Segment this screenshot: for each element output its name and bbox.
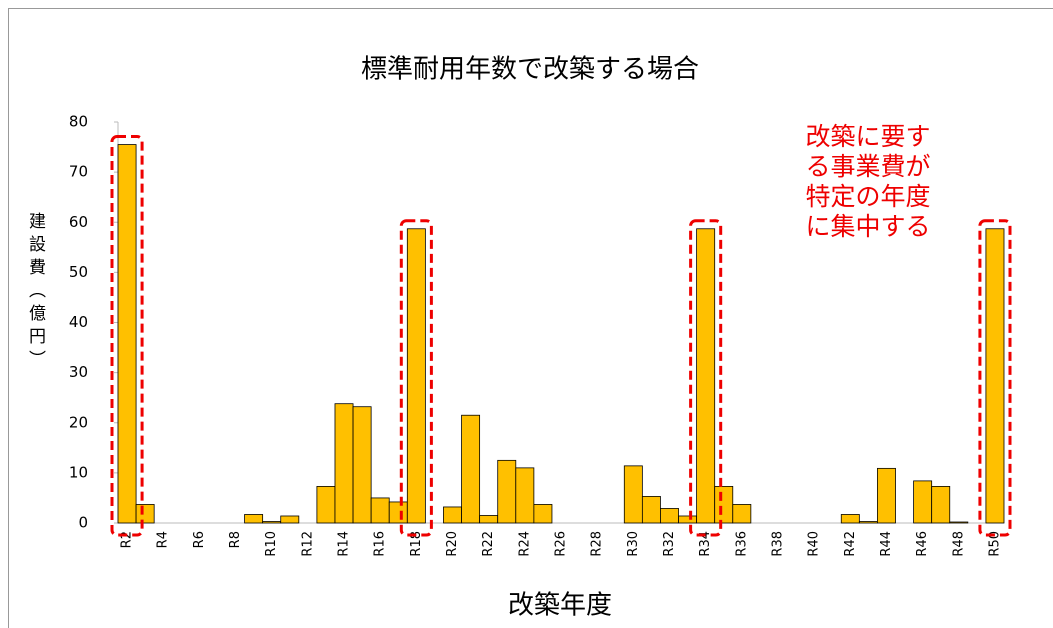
- y-axis-title: 建設費（億円）: [25, 212, 46, 373]
- y-tick-label: 50: [69, 263, 88, 281]
- y-tick-label: 10: [69, 463, 88, 481]
- x-tick-label: R38: [770, 531, 785, 557]
- x-tick-label: R46: [915, 531, 930, 557]
- chart-frame: [8, 8, 1053, 628]
- bar: [497, 459, 517, 524]
- bar: [840, 514, 860, 524]
- x-tick-label: R42: [843, 531, 858, 557]
- x-tick-label: R40: [807, 531, 822, 557]
- bar: [913, 480, 933, 524]
- bar: [696, 228, 716, 524]
- annotation: る事業費が: [805, 152, 930, 181]
- bar: [660, 508, 679, 524]
- highlight-box: [689, 219, 723, 537]
- bar: [461, 414, 481, 524]
- bar: [135, 504, 155, 524]
- x-tick-label: R20: [445, 531, 460, 557]
- bar: [641, 496, 661, 524]
- bar: [877, 467, 896, 524]
- annotation: 特定の年度: [805, 182, 930, 211]
- x-tick-label: R18: [409, 531, 424, 557]
- x-tick-label: R48: [951, 531, 966, 557]
- bar: [678, 515, 698, 524]
- x-tick-label: R16: [373, 531, 388, 557]
- x-axis-title: 改築年度: [508, 591, 612, 621]
- bar: [262, 521, 282, 524]
- x-tick-label: R6: [192, 531, 207, 548]
- bar: [858, 521, 878, 524]
- annotation: 改築に要す: [805, 122, 930, 151]
- y-tick-label: 80: [69, 113, 88, 131]
- bar: [931, 486, 951, 524]
- x-tick-label: R10: [264, 531, 279, 557]
- bar: [949, 521, 969, 524]
- y-tick-label: 0: [78, 514, 88, 532]
- highlight-box: [399, 219, 433, 537]
- bar: [316, 486, 336, 524]
- bar: [714, 486, 734, 524]
- x-tick-label: R4: [156, 531, 171, 548]
- y-tick-label: 20: [69, 413, 88, 431]
- x-tick-label: R22: [481, 531, 496, 557]
- x-tick-label: R32: [662, 531, 677, 557]
- bar: [406, 228, 426, 524]
- x-tick-label: R24: [517, 531, 532, 557]
- annotation: に集中する: [805, 212, 930, 241]
- x-tick-label: R30: [626, 531, 641, 557]
- highlight-box: [978, 219, 1012, 537]
- x-tick-label: R14: [337, 531, 352, 557]
- x-tick-label: R26: [554, 531, 569, 557]
- x-tick-label: R50: [987, 531, 1002, 557]
- x-tick-label: R44: [879, 531, 894, 557]
- bar: [352, 406, 372, 524]
- y-tick-label: 30: [69, 363, 88, 381]
- x-tick-label: R12: [300, 531, 315, 557]
- bar: [334, 403, 354, 524]
- highlight-box: [110, 135, 144, 537]
- x-tick-label: R34: [698, 531, 713, 557]
- bar: [623, 465, 643, 524]
- bar: [443, 506, 462, 524]
- y-tick-label: 40: [69, 313, 88, 331]
- bar: [985, 228, 1005, 524]
- bar: [479, 515, 499, 524]
- bar: [515, 467, 535, 524]
- bar: [280, 515, 300, 524]
- bar: [117, 144, 137, 524]
- bar: [244, 514, 264, 524]
- bar: [388, 501, 408, 524]
- x-tick-label: R28: [590, 531, 605, 557]
- bar: [732, 504, 752, 524]
- y-tick-label: 60: [69, 213, 88, 231]
- x-tick-label: R36: [734, 531, 749, 557]
- chart-title: 標準耐用年数で改築する場合: [361, 55, 699, 85]
- bar: [370, 497, 390, 524]
- bar: [533, 504, 553, 524]
- y-tick-label: 70: [69, 163, 88, 181]
- x-tick-label: R8: [228, 531, 243, 548]
